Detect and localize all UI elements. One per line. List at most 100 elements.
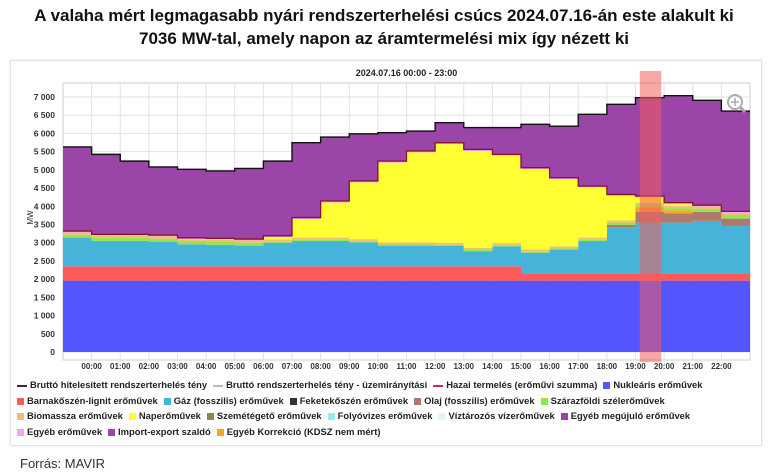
y-tick-label: 6 500 xyxy=(34,110,56,120)
y-tick-label: 4 500 xyxy=(34,183,56,193)
legend-swatch xyxy=(327,413,335,421)
legend-swatch xyxy=(17,397,24,405)
x-tick-label: 08:00 xyxy=(310,362,331,371)
legend-swatch xyxy=(128,413,136,421)
zoom-icon-handle xyxy=(738,105,747,114)
x-tick-label: 01:00 xyxy=(110,362,131,371)
area-egy-b-er-m-vek xyxy=(63,142,750,241)
y-tick-label: 500 xyxy=(41,329,55,339)
line-gross-load xyxy=(63,94,750,172)
legend-label: Bruttó hitelesített rendszerterhelés tén… xyxy=(30,379,208,390)
y-axis-label: MW xyxy=(26,210,35,225)
legend-swatch xyxy=(603,382,611,390)
legend-label: Barnakőszén-lignit erőművek xyxy=(27,394,158,406)
x-tick-label: 14:00 xyxy=(482,362,503,371)
x-tick-label: 00:00 xyxy=(81,362,102,371)
legend-item[interactable]: Olaj (fosszilis) erőművek xyxy=(414,393,535,409)
legend-item[interactable]: Folyóvizes erőművek xyxy=(327,408,433,424)
y-tick-label: 6 000 xyxy=(34,128,56,138)
legend-label: Feketekőszén erőművek xyxy=(299,394,409,406)
peak-highlight-band xyxy=(639,71,662,362)
legend-item[interactable]: Szárazföldi szélerőművek xyxy=(540,393,665,409)
source-note: Forrás: MAVIR xyxy=(20,456,105,471)
x-tick-label: 02:00 xyxy=(139,362,160,371)
line-domestic-generation xyxy=(63,142,750,240)
legend-label: Egyéb megújuló erőművek xyxy=(570,410,691,421)
x-tick-label: 12:00 xyxy=(425,362,446,371)
legend-label: Hazai termelés (erőművi szumma) xyxy=(446,379,598,390)
legend-item[interactable]: Gáz (fosszilis) erőművek xyxy=(163,393,284,409)
x-tick-label: 19:00 xyxy=(625,362,646,371)
legend-item[interactable]: Egyéb erőművek xyxy=(17,424,102,440)
x-tick-label: 15:00 xyxy=(511,362,532,371)
y-tick-label: 3 000 xyxy=(34,238,56,248)
legend-label: Gáz (fosszilis) erőművek xyxy=(173,394,284,406)
legend-swatch xyxy=(108,428,116,436)
legend-item[interactable]: Biomassza erőművek xyxy=(17,408,123,424)
legend-label: Szárazföldi szélerőművek xyxy=(550,394,665,406)
legend-line-swatch xyxy=(17,384,27,387)
legend-item[interactable]: Egyéb Korrekció (KDSZ nem mért) xyxy=(216,424,381,440)
area-import-export xyxy=(63,95,750,240)
x-tick-label: 03:00 xyxy=(167,362,188,371)
area-olaj-fosszilis-er-m-vek xyxy=(63,211,750,253)
zoom-icon[interactable] xyxy=(727,94,747,114)
y-tick-label: 2 500 xyxy=(34,256,56,266)
legend-item[interactable]: Barnakőszén-lignit erőművek xyxy=(17,393,158,409)
legend-swatch xyxy=(163,397,171,405)
x-tick-label: 21:00 xyxy=(683,362,704,371)
stacked-area-chart: 2024.07.16 00:00 - 23:00 0 500 1 000 1 500 2 … xyxy=(26,68,751,371)
legend-label: Olaj (fosszilis) erőművek xyxy=(424,394,535,406)
x-tick-label: 13:00 xyxy=(454,362,475,371)
x-tick-label: 06:00 xyxy=(253,362,274,371)
x-tick-label: 10:00 xyxy=(368,362,389,371)
y-tick-label: 5 500 xyxy=(34,147,56,157)
x-tick-label: 18:00 xyxy=(597,362,618,371)
legend-item[interactable]: Naperőművek xyxy=(128,408,201,424)
zoom-icon-lens xyxy=(727,94,743,110)
y-tick-label: 2 000 xyxy=(34,274,56,284)
legend: Bruttó hitelesített rendszerterhelés tén… xyxy=(17,377,759,439)
y-tick-label: 0 xyxy=(50,347,55,357)
legend-item[interactable]: Nukleáris erőművek xyxy=(603,377,702,393)
legend-line-swatch xyxy=(433,384,444,387)
legend-item[interactable]: Import-export szaldó xyxy=(108,424,211,440)
legend-line-swatch xyxy=(213,384,224,387)
legend-item[interactable]: Bruttó hitelesített rendszerterhelés tén… xyxy=(17,377,207,393)
zoom-icon-plus xyxy=(731,98,739,106)
legend-swatch xyxy=(414,397,422,405)
headline-line-1: A valaha mért legmagasabb nyári rendszer… xyxy=(34,6,734,25)
x-tick-label: 16:00 xyxy=(539,362,560,371)
legend-label: Víztározós vízerőművek xyxy=(448,410,555,421)
legend-label: Szemétégető erőművek xyxy=(216,410,322,421)
x-tick-label: 22:00 xyxy=(711,362,732,371)
area-egy-b-korrekci-kdsz-nem-m-rt- xyxy=(63,207,750,253)
y-tick-label: 7 000 xyxy=(34,92,56,102)
legend-item[interactable]: Bruttó rendszerterhelés tény - üzemirány… xyxy=(213,377,427,393)
legend-label: Bruttó rendszerterhelés tény - üzemirány… xyxy=(226,379,428,390)
legend-swatch xyxy=(17,413,24,421)
x-tick-label: 05:00 xyxy=(225,362,246,371)
legend-label: Naperőművek xyxy=(138,410,201,421)
x-tick-label: 07:00 xyxy=(282,362,303,371)
legend-label: Folyóvizes erőművek xyxy=(337,410,433,421)
y-tick-label: 1 000 xyxy=(34,311,56,321)
headline-line-2: 7036 MW-tal, amely napon az áramtermelés… xyxy=(138,29,629,48)
area-barnak-sz-n-lignit-er-m-vek xyxy=(63,266,750,281)
legend-swatch xyxy=(289,397,297,405)
legend-item[interactable]: Egyéb megújuló erőművek xyxy=(560,408,691,424)
legend-label: Nukleáris erőművek xyxy=(613,379,703,390)
legend-swatch xyxy=(216,428,224,436)
legend-swatch xyxy=(206,413,214,421)
legend-item[interactable]: Víztározós vízerőművek xyxy=(438,408,555,424)
x-tick-label: 11:00 xyxy=(396,362,417,371)
legend-item[interactable]: Szemétégető erőművek xyxy=(206,408,322,424)
y-tick-label: 5 000 xyxy=(34,165,56,175)
legend-item[interactable]: Feketekőszén erőművek xyxy=(289,393,409,409)
legend-swatch xyxy=(540,397,548,405)
legend-swatch xyxy=(560,413,568,421)
legend-item[interactable]: Hazai termelés (erőművi szumma) xyxy=(433,377,597,393)
legend-label: Egyéb Korrekció (KDSZ nem mért) xyxy=(226,425,381,437)
x-tick-label: 20:00 xyxy=(654,362,675,371)
area-g-z-fosszilis-er-m-vek xyxy=(63,220,750,274)
